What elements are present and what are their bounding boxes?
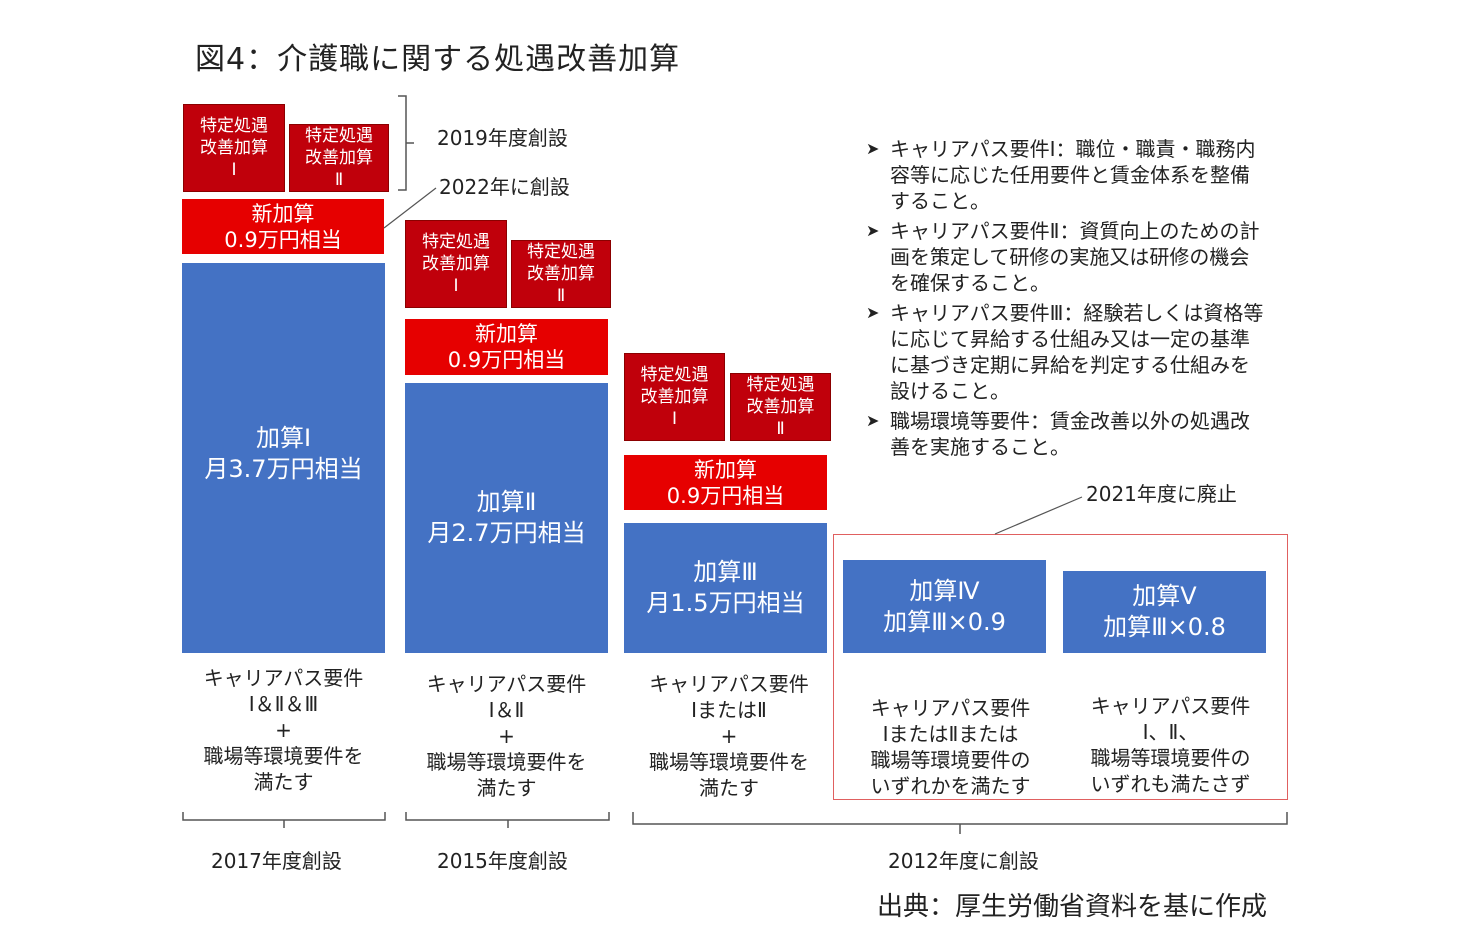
tokutei-kasan-1-col3: 特定処遇 改善加算 Ⅰ	[624, 353, 725, 441]
note-item: ➤ キャリアパス要件Ⅲ：経験若しくは資格等に応じて昇給する仕組み又は一定の基準に基…	[866, 301, 1264, 403]
label-2012: 2012年度に創設	[888, 849, 1039, 873]
bracket-2015	[405, 812, 610, 828]
tokutei-kasan-1-col2: 特定処遇 改善加算 Ⅰ	[405, 220, 507, 308]
shin-kasan-col1: 新加算 0.9万円相当	[182, 199, 384, 254]
leader-2021	[994, 496, 1083, 535]
shin-kasan-col3: 新加算 0.9万円相当	[624, 455, 827, 510]
tokutei-kasan-2-col1: 特定処遇 改善加算 Ⅱ	[289, 124, 389, 192]
annotation-2021-abolished: 2021年度に廃止	[1086, 482, 1237, 506]
bracket-2012	[632, 812, 1288, 834]
note-item: ➤ 職場環境等要件：賃金改善以外の処遇改善を実施すること。	[866, 409, 1250, 459]
abolished-box	[833, 534, 1288, 800]
tokutei-kasan-2-col3: 特定処遇 改善加算 Ⅱ	[730, 373, 831, 441]
arrow-bullet-icon: ➤	[866, 411, 880, 430]
shin-kasan-col2: 新加算 0.9万円相当	[405, 319, 608, 375]
note-item: ➤ キャリアパス要件Ⅱ：資質向上のための計画を策定して研修の実施又は研修の機会を確…	[866, 219, 1260, 295]
requirement-col2: キャリアパス要件 Ⅰ＆Ⅱ + 職場等環境要件を 満たす	[426, 672, 587, 800]
kasan-5-block: 加算Ⅴ 加算Ⅲ×0.8	[1063, 571, 1266, 653]
label-2015: 2015年度創設	[437, 849, 568, 873]
kasan-3-block: 加算Ⅲ 月1.5万円相当	[624, 523, 827, 653]
bracket-2019	[398, 95, 414, 191]
bracket-2017	[182, 812, 386, 828]
kasan-1-block: 加算Ⅰ 月3.7万円相当	[182, 263, 385, 653]
tokutei-kasan-2-col2: 特定処遇 改善加算 Ⅱ	[511, 240, 611, 308]
kasan-4-block: 加算Ⅳ 加算Ⅲ×0.9	[843, 560, 1046, 653]
requirement-col5: キャリアパス要件 Ⅰ、Ⅱ、 職場等環境要件の いずれも満たさず	[1090, 694, 1251, 796]
figure-title: 図4：介護職に関する処遇改善加算	[195, 42, 681, 77]
arrow-bullet-icon: ➤	[866, 303, 880, 322]
annotation-2022: 2022年に創設	[439, 175, 570, 199]
arrow-bullet-icon: ➤	[866, 139, 880, 158]
label-2017: 2017年度創設	[211, 849, 342, 873]
requirement-col4: キャリアパス要件 ⅠまたはⅡまたは 職場等環境要件の いずれかを満たす	[870, 696, 1031, 798]
leader-2022	[383, 187, 437, 229]
source-note: 出典：厚生労働省資料を基に作成	[877, 892, 1268, 922]
kasan-2-block: 加算Ⅱ 月2.7万円相当	[405, 383, 608, 653]
note-item: ➤ キャリアパス要件Ⅰ：職位・職責・職務内容等に応じた任用要件と賃金体系を整備する…	[866, 137, 1256, 213]
annotation-2019: 2019年度創設	[437, 126, 568, 150]
tokutei-kasan-1-col1: 特定処遇 改善加算 Ⅰ	[183, 104, 285, 192]
requirement-col3: キャリアパス要件 ⅠまたはⅡ + 職場等環境要件を 満たす	[649, 672, 809, 800]
arrow-bullet-icon: ➤	[866, 221, 880, 240]
requirements-notes: ➤ キャリアパス要件Ⅰ：職位・職責・職務内容等に応じた任用要件と賃金体系を整備する…	[866, 136, 1266, 464]
requirement-col1: キャリアパス要件 Ⅰ＆Ⅱ＆Ⅲ + 職場等環境要件を 満たす	[203, 666, 364, 794]
